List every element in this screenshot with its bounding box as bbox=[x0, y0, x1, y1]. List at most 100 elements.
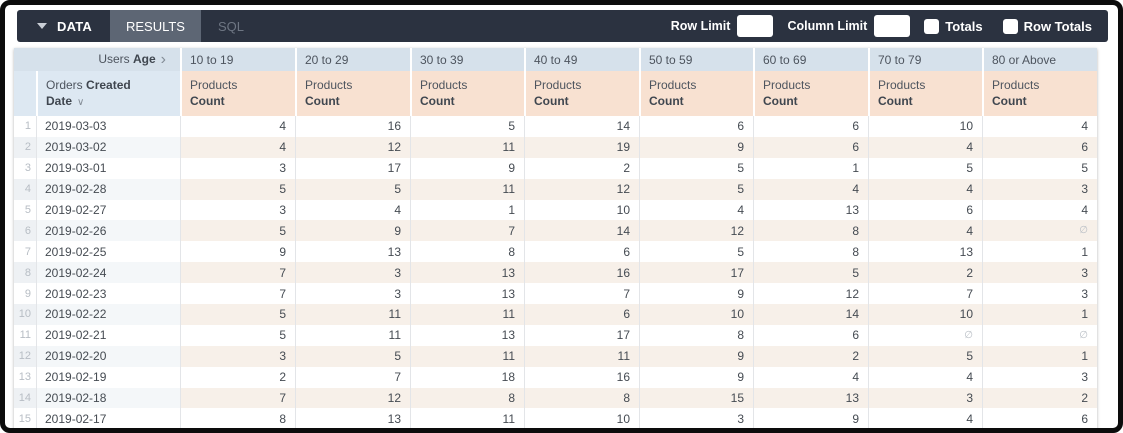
value-cell[interactable]: 11 bbox=[410, 136, 524, 158]
row-field-header[interactable]: Orders Created Date ∨ bbox=[36, 71, 180, 116]
value-cell[interactable]: 4 bbox=[982, 116, 1097, 137]
value-cell[interactable]: 7 bbox=[180, 387, 295, 409]
pivot-value-header[interactable]: 10 to 19 bbox=[180, 48, 295, 71]
value-cell[interactable]: 3 bbox=[982, 283, 1097, 305]
value-cell[interactable]: 1 bbox=[753, 157, 868, 179]
measure-header[interactable]: Products Count bbox=[868, 71, 982, 116]
value-cell[interactable]: 14 bbox=[524, 116, 639, 137]
measure-header[interactable]: Products Count bbox=[639, 71, 753, 116]
value-cell[interactable]: 6 bbox=[524, 304, 639, 325]
date-cell[interactable]: 2019-02-18 bbox=[36, 387, 180, 409]
measure-header[interactable]: Products Count bbox=[753, 71, 868, 116]
value-cell[interactable]: 13 bbox=[868, 241, 982, 263]
value-cell[interactable]: 5 bbox=[982, 157, 1097, 179]
value-cell[interactable]: 3 bbox=[295, 283, 410, 305]
value-cell[interactable]: 4 bbox=[868, 366, 982, 388]
date-cell[interactable]: 2019-03-01 bbox=[36, 157, 180, 179]
date-cell[interactable]: 2019-03-03 bbox=[36, 116, 180, 137]
value-cell[interactable]: 1 bbox=[410, 199, 524, 221]
value-cell[interactable]: 17 bbox=[524, 324, 639, 346]
value-cell[interactable]: 7 bbox=[295, 366, 410, 388]
value-cell[interactable]: 9 bbox=[639, 366, 753, 388]
value-cell[interactable]: 11 bbox=[524, 345, 639, 367]
value-cell[interactable]: 7 bbox=[868, 283, 982, 305]
value-cell[interactable]: 5 bbox=[868, 345, 982, 367]
value-cell[interactable]: 5 bbox=[639, 241, 753, 263]
tab-results[interactable]: RESULTS bbox=[109, 10, 201, 42]
value-cell[interactable]: 5 bbox=[295, 178, 410, 200]
date-cell[interactable]: 2019-02-20 bbox=[36, 345, 180, 367]
value-cell[interactable]: 10 bbox=[868, 116, 982, 137]
value-cell[interactable]: 4 bbox=[180, 136, 295, 158]
pivot-value-header[interactable]: 30 to 39 bbox=[410, 48, 524, 71]
value-cell[interactable]: 8 bbox=[639, 324, 753, 346]
pivot-value-header[interactable]: 60 to 69 bbox=[753, 48, 868, 71]
value-cell[interactable]: 5 bbox=[180, 178, 295, 200]
value-cell[interactable]: 1 bbox=[982, 345, 1097, 367]
value-cell[interactable]: 6 bbox=[753, 116, 868, 137]
value-cell[interactable]: 6 bbox=[753, 324, 868, 346]
value-cell[interactable]: 13 bbox=[410, 283, 524, 305]
value-cell[interactable]: 5 bbox=[180, 304, 295, 325]
value-cell[interactable]: 9 bbox=[639, 136, 753, 158]
value-cell[interactable]: 17 bbox=[639, 262, 753, 284]
value-cell[interactable]: 8 bbox=[524, 387, 639, 409]
value-cell[interactable]: 4 bbox=[639, 199, 753, 221]
value-cell[interactable]: 11 bbox=[295, 324, 410, 346]
value-cell[interactable]: 9 bbox=[295, 220, 410, 242]
date-cell[interactable]: 2019-03-02 bbox=[36, 136, 180, 158]
value-cell[interactable]: 4 bbox=[295, 199, 410, 221]
value-cell[interactable]: 4 bbox=[753, 366, 868, 388]
value-cell[interactable]: 9 bbox=[753, 408, 868, 428]
value-cell[interactable]: 7 bbox=[410, 220, 524, 242]
date-cell[interactable]: 2019-02-25 bbox=[36, 241, 180, 263]
value-cell[interactable]: 6 bbox=[982, 408, 1097, 428]
value-cell[interactable]: 10 bbox=[524, 408, 639, 428]
measure-header[interactable]: Products Count bbox=[982, 71, 1097, 116]
pivot-value-header[interactable]: 80 or Above bbox=[982, 48, 1097, 71]
date-cell[interactable]: 2019-02-28 bbox=[36, 178, 180, 200]
value-cell[interactable]: 2 bbox=[868, 262, 982, 284]
date-cell[interactable]: 2019-02-23 bbox=[36, 283, 180, 305]
value-cell[interactable]: 12 bbox=[753, 283, 868, 305]
value-cell[interactable]: 3 bbox=[180, 345, 295, 367]
value-cell[interactable]: 3 bbox=[982, 262, 1097, 284]
measure-header[interactable]: Products Count bbox=[295, 71, 410, 116]
value-cell[interactable]: 12 bbox=[639, 220, 753, 242]
value-cell[interactable]: 8 bbox=[410, 387, 524, 409]
date-cell[interactable]: 2019-02-21 bbox=[36, 324, 180, 346]
value-cell[interactable]: 11 bbox=[410, 304, 524, 325]
totals-checkbox[interactable] bbox=[924, 18, 940, 34]
value-cell[interactable]: 6 bbox=[868, 199, 982, 221]
value-cell[interactable]: 5 bbox=[639, 178, 753, 200]
value-cell[interactable]: 10 bbox=[524, 199, 639, 221]
date-cell[interactable]: 2019-02-17 bbox=[36, 408, 180, 428]
value-cell[interactable]: 1 bbox=[982, 304, 1097, 325]
value-cell[interactable]: 10 bbox=[639, 304, 753, 325]
value-cell[interactable]: 5 bbox=[295, 345, 410, 367]
value-cell[interactable]: 3 bbox=[982, 366, 1097, 388]
value-cell[interactable]: 16 bbox=[524, 366, 639, 388]
value-cell[interactable]: 7 bbox=[180, 262, 295, 284]
value-cell[interactable]: 9 bbox=[410, 157, 524, 179]
value-cell[interactable]: 12 bbox=[295, 136, 410, 158]
date-cell[interactable]: 2019-02-24 bbox=[36, 262, 180, 284]
value-cell[interactable]: 9 bbox=[639, 283, 753, 305]
value-cell[interactable]: 4 bbox=[868, 136, 982, 158]
value-cell[interactable]: 13 bbox=[753, 387, 868, 409]
value-cell[interactable]: 13 bbox=[295, 241, 410, 263]
value-cell[interactable]: 13 bbox=[410, 262, 524, 284]
pivot-value-header[interactable]: 50 to 59 bbox=[639, 48, 753, 71]
value-cell[interactable]: 12 bbox=[524, 178, 639, 200]
value-cell[interactable]: 3 bbox=[180, 199, 295, 221]
value-cell[interactable]: 16 bbox=[524, 262, 639, 284]
value-cell[interactable]: 3 bbox=[982, 178, 1097, 200]
date-cell[interactable]: 2019-02-26 bbox=[36, 220, 180, 242]
value-cell[interactable]: 13 bbox=[753, 199, 868, 221]
value-cell[interactable]: 8 bbox=[410, 241, 524, 263]
column-limit-input[interactable] bbox=[874, 15, 911, 37]
value-cell[interactable]: 5 bbox=[639, 157, 753, 179]
value-cell[interactable]: 3 bbox=[295, 262, 410, 284]
value-cell[interactable]: 4 bbox=[868, 178, 982, 200]
value-cell[interactable]: 9 bbox=[639, 345, 753, 367]
